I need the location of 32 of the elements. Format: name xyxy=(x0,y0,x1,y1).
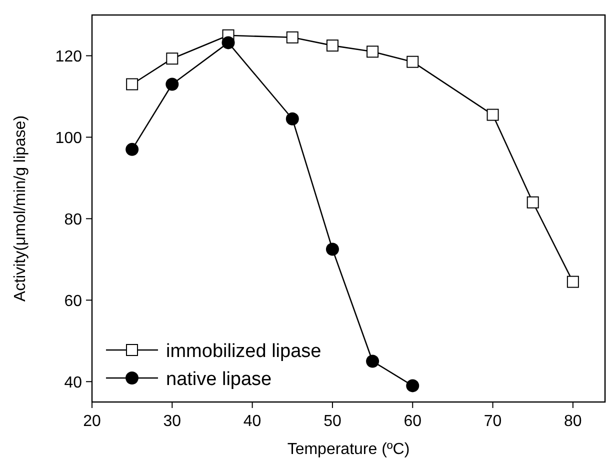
legend-label: immobilized lipase xyxy=(166,341,322,362)
y-tick-label: 40 xyxy=(64,374,82,392)
point xyxy=(126,78,138,90)
y-axis-title: Activity(μmol/min/g lipase) xyxy=(12,115,29,302)
y-tick-label: 60 xyxy=(64,293,82,310)
x-axis-title: Temperature (ºC) xyxy=(287,441,410,458)
point xyxy=(286,112,299,126)
point xyxy=(126,142,139,156)
point xyxy=(566,276,579,288)
point xyxy=(326,40,338,52)
y-tick-label: 100 xyxy=(55,130,82,148)
point xyxy=(286,31,298,44)
point xyxy=(166,78,179,91)
x-tick-label: 70 xyxy=(484,413,502,430)
x-tick-label: 50 xyxy=(324,413,342,430)
x-tick-label: 40 xyxy=(243,413,262,430)
point xyxy=(326,242,339,256)
x-tick-label: 20 xyxy=(83,413,101,430)
x-tick-label: 60 xyxy=(404,413,422,430)
y-tick-label: 80 xyxy=(64,212,82,229)
point xyxy=(222,36,235,50)
point xyxy=(166,52,178,65)
x-tick-label: 80 xyxy=(564,413,582,430)
legend-label: native lipase xyxy=(166,369,272,390)
point xyxy=(486,108,499,121)
point xyxy=(366,46,379,58)
point xyxy=(366,354,380,368)
point xyxy=(406,379,420,392)
x-tick-label: 30 xyxy=(163,413,182,430)
y-tick-label: 120 xyxy=(55,48,82,66)
point xyxy=(526,196,539,208)
point xyxy=(406,56,419,68)
